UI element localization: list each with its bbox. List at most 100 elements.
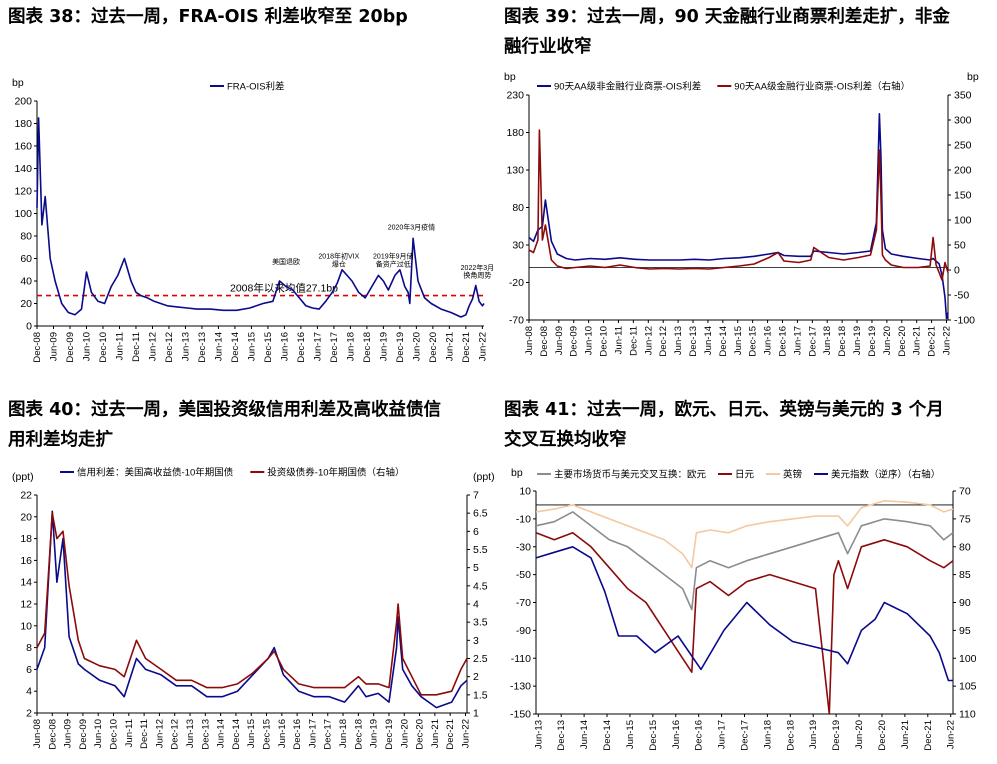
y-right-tick-label: 7 <box>473 490 479 502</box>
x-tick-label: Dec-13 <box>556 720 567 751</box>
y-tick-label: 6 <box>26 664 32 676</box>
chart38-title: 图表 38：过去一周，FRA-OIS 利差收窄至 20bp <box>8 7 408 27</box>
x-tick-label: Jun-15 <box>246 332 257 361</box>
x-tick-label: Jun-09 <box>63 719 74 748</box>
x-tick-label: Dec-20 <box>415 719 426 750</box>
chart-annotation: 换角周势 <box>463 271 491 280</box>
legend-entry: 90天AA级非金融行业商票-OIS利差 <box>554 81 701 93</box>
y-tick-label: 120 <box>14 186 32 198</box>
legend-prefix: 主要市场货币与美元交叉互换： <box>554 469 687 481</box>
x-tick-label: Dec-15 <box>748 326 759 357</box>
legend-entry: 欧元 <box>687 469 707 481</box>
x-tick-label: Jun-16 <box>279 332 290 361</box>
x-tick-label: Jun-14 <box>213 332 224 361</box>
x-tick-label: Jun-18 <box>822 326 833 355</box>
legend-entry: 90天AA级金融行业商票-OIS利差（右轴） <box>734 81 910 93</box>
y-tick-label: 10 <box>519 486 531 498</box>
y-tick-label: 180 <box>506 127 524 139</box>
y-tick-label: 14 <box>20 577 32 589</box>
fra-ois-spread-chart: 0 20 40 60 80 100 120 140 160 180 200 bp Dec-08 Jun-0… <box>12 77 494 363</box>
y-tick-label: -130 <box>510 681 531 693</box>
x-tick-label: Jun-11 <box>613 326 624 354</box>
legend-entry: 日元 <box>735 470 755 481</box>
chart40-title-line2: 用利差均走扩 <box>8 430 113 450</box>
y-axis-unit-left: bp <box>511 467 523 479</box>
x-tick-label: Jun-08 <box>32 719 43 748</box>
legend-entry: FRA-OIS利差 <box>227 81 285 93</box>
x-tick-label: Jun-22 <box>946 720 957 749</box>
x-tick-label: Jun-13 <box>180 332 191 361</box>
x-tick-label: Dec-13 <box>197 332 208 363</box>
x-tick-label: Jun-14 <box>579 720 590 749</box>
x-tick-label: Jun-13 <box>533 720 544 749</box>
x-tick-label: Jun-17 <box>717 720 728 749</box>
x-tick-label: Jun-12 <box>154 719 165 748</box>
y-tick-label: 80 <box>20 231 32 243</box>
y-right-tick-label: 3.5 <box>473 617 488 629</box>
y-tick-label: 130 <box>506 165 524 177</box>
x-tick-label: Dec-10 <box>98 332 109 363</box>
y-tick-label: 40 <box>20 276 32 288</box>
x-tick-label: Jun-15 <box>733 326 744 355</box>
y-right-tick-label: 75 <box>959 513 971 525</box>
x-tick-label: Jun-22 <box>477 332 488 361</box>
x-tick-label: Dec-11 <box>131 332 142 362</box>
y-right-tick-label: 85 <box>959 569 971 581</box>
x-tick-label: Dec-17 <box>740 720 751 751</box>
x-tick-label: Jun-20 <box>854 720 865 749</box>
series-line-1 <box>535 511 954 611</box>
x-tick-label: Dec-11 <box>139 719 150 749</box>
x-tick-label: Dec-14 <box>718 326 729 357</box>
y-tick-label: 10 <box>20 620 32 632</box>
x-tick-label: Jun-12 <box>147 332 158 361</box>
x-tick-label: Jun-19 <box>369 719 380 748</box>
legend-entry: 投资级债券-10年期国债（右轴） <box>267 467 404 479</box>
x-tick-label: Jun-10 <box>584 326 595 355</box>
x-tick-label: Jun-22 <box>942 326 953 355</box>
x-tick-label: Jun-20 <box>882 326 893 355</box>
x-tick-label: Dec-16 <box>777 326 788 357</box>
x-tick-label: Jun-21 <box>900 720 911 749</box>
y-right-tick-label: 6.5 <box>473 508 488 520</box>
x-tick-label: Dec-18 <box>785 720 796 751</box>
x-tick-label: Jun-18 <box>338 719 349 748</box>
y-right-tick-label: 5 <box>473 562 479 574</box>
y-right-tick-label: 2 <box>473 671 479 683</box>
x-tick-label: Jun-21 <box>912 326 923 355</box>
series-line-2 <box>528 129 949 281</box>
x-tick-label: Jun-14 <box>703 326 714 355</box>
y-right-tick-label: 70 <box>959 486 971 498</box>
chart39-title: 图表 39：过去一周，90 天金融行业商票利差走扩，非金 融行业收窄 <box>504 2 984 62</box>
x-tick-label: Dec-13 <box>688 326 699 357</box>
x-tick-label: Dec-12 <box>170 719 181 750</box>
mean-reference-label: 2008年以来均值27.1bp <box>230 282 338 295</box>
x-tick-label: Jun-17 <box>792 326 803 355</box>
x-tick-label: Dec-08 <box>539 326 550 357</box>
y-tick-label: 16 <box>20 555 32 567</box>
x-tick-label: Jun-21 <box>444 332 455 361</box>
commercial-paper-spread-chart: -70 -20 30 80 130 180 230 -100 -50 0 50 100 150 200 25… <box>504 71 979 357</box>
y-right-tick-label: 150 <box>954 190 972 202</box>
y-tick-label: -150 <box>510 709 531 721</box>
x-tick-label: Dec-10 <box>109 719 120 750</box>
series-line-1 <box>528 112 949 320</box>
y-right-tick-label: 4 <box>473 599 479 611</box>
x-tick-label: Jun-17 <box>312 332 323 361</box>
chart-annotation: 2018年初VIX <box>318 252 359 261</box>
y-right-tick-label: 250 <box>954 140 972 152</box>
y-tick-label: 12 <box>20 599 32 611</box>
x-tick-label: Dec-16 <box>296 332 307 363</box>
y-right-tick-label: 2.5 <box>473 653 488 665</box>
y-axis-unit-left: (ppt) <box>12 471 34 483</box>
x-tick-label: Dec-15 <box>262 719 273 750</box>
x-tick-label: Dec-16 <box>694 720 705 751</box>
series-line-3 <box>535 499 954 569</box>
y-tick-label: -30 <box>516 541 531 553</box>
y-right-tick-label: 95 <box>959 625 971 637</box>
series-line-2 <box>36 512 468 696</box>
x-tick-label: Jun-13 <box>673 326 684 355</box>
x-tick-label: Jun-18 <box>345 332 356 361</box>
x-tick-label: Dec-18 <box>362 332 373 363</box>
x-tick-label: Dec-20 <box>428 332 439 363</box>
x-tick-label: Dec-09 <box>569 326 580 357</box>
